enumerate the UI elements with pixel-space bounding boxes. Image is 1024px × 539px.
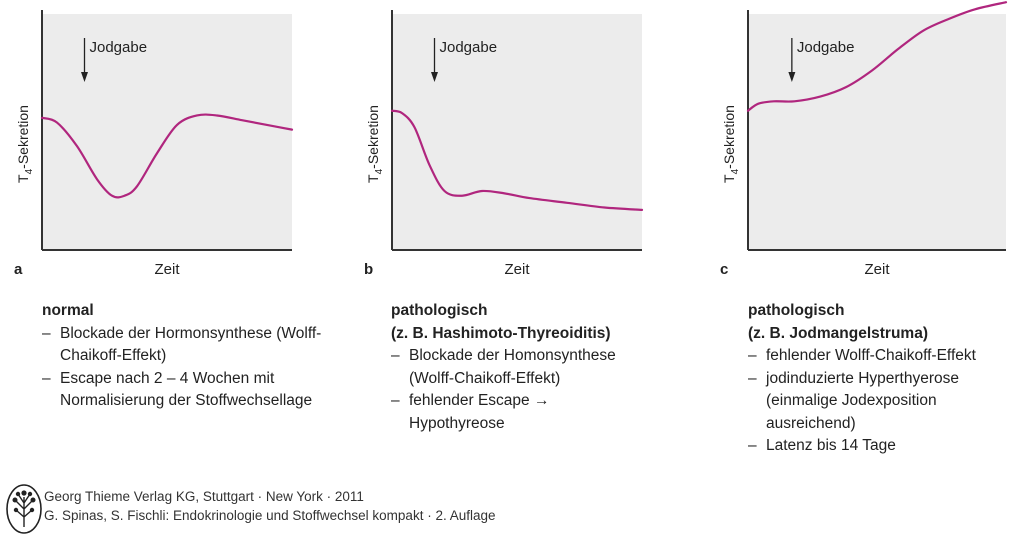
description-b-title-line1: pathologisch [391, 302, 488, 319]
series-line [390, 109, 644, 211]
series-line [40, 113, 294, 199]
description-a-title: normal [42, 302, 94, 319]
list-item: fehlender Wolff-Chaikoff-Effekt [748, 345, 988, 368]
plot-area [748, 14, 1006, 250]
description-c-list: fehlender Wolff-Chaikoff-Effekt jodinduz… [748, 345, 988, 458]
y-axis-label: T4-Sekretion [15, 105, 35, 183]
description-b-list: Blockade der Homonsynthese (Wolff-Chaiko… [391, 345, 641, 435]
arrow-down-icon [431, 72, 438, 82]
list-item: Escape nach 2 – 4 Wochen mit Normalisier… [42, 368, 342, 413]
series-line [746, 1, 1008, 112]
list-item: Latenz bis 14 Tage [748, 435, 988, 458]
chart-panel-a: Jodgabe T4-Sekretion Zeit a [0, 0, 340, 300]
x-axis-label: Zeit [864, 261, 890, 278]
arrow-down-icon [788, 72, 796, 82]
y-axis-label-rest: -Sekretion [15, 105, 31, 169]
thieme-tree-logo-icon [6, 484, 42, 534]
annotation-label: Jodgabe [90, 39, 148, 56]
list-item: fehlender Escape → Hypothyreose [391, 390, 641, 435]
annotation-label: Jodgabe [797, 39, 855, 56]
chart-panel-b: Jodgabe T4-Sekretion Zeit b [350, 0, 690, 300]
description-b-title-line2: (z. B. Hashimoto-Thyreoiditis) [391, 324, 611, 342]
list-item: jodinduzierte Hyperthyerose (einmalige J… [748, 368, 988, 436]
description-a-list: Blockade der Hormonsynthese (Wolff-Chaik… [42, 323, 342, 413]
y-axis-label-main: T [365, 174, 381, 183]
y-axis-label-sub: 4 [374, 168, 385, 174]
y-axis-label: T4-Sekretion [721, 105, 741, 183]
description-b: pathologisch (z. B. Hashimoto-Thyreoidit… [391, 300, 691, 435]
panel-label: a [14, 261, 23, 278]
y-axis-label-sub: 4 [730, 168, 741, 174]
description-a: normal Blockade der Hormonsynthese (Wolf… [42, 300, 342, 413]
chart-panel-c: Jodgabe T4-Sekretion Zeit c [706, 0, 1024, 300]
y-axis-label-rest: -Sekretion [721, 105, 737, 169]
y-axis-label-rest: -Sekretion [365, 105, 381, 169]
footer-line2: G. Spinas, S. Fischli: Endokrinologie un… [44, 508, 496, 523]
list-item: Blockade der Hormonsynthese (Wolff-Chaik… [42, 323, 342, 368]
chart-b-svg: Jodgabe T4-Sekretion Zeit b [364, 10, 644, 278]
description-c-title-line1: pathologisch [748, 302, 845, 319]
description-c: pathologisch (z. B. Jodmangelstruma) feh… [748, 300, 1018, 458]
description-c-title-line2: (z. B. Jodmangelstruma) [748, 324, 928, 342]
plot-area [42, 14, 292, 250]
chart-a-svg: Jodgabe T4-Sekretion Zeit a [14, 10, 294, 278]
y-axis-label-sub: 4 [24, 168, 35, 174]
y-axis-label: T4-Sekretion [365, 105, 385, 183]
annotation-label: Jodgabe [440, 39, 498, 56]
footer-line1: Georg Thieme Verlag KG, Stuttgart · New … [44, 489, 364, 504]
y-axis-label-main: T [721, 174, 737, 183]
y-axis-label-main: T [15, 174, 31, 183]
x-axis-label: Zeit [154, 261, 180, 278]
x-axis-label: Zeit [504, 261, 530, 278]
chart-c-svg: Jodgabe T4-Sekretion Zeit c [720, 1, 1008, 278]
publisher-footer: Georg Thieme Verlag KG, Stuttgart · New … [0, 479, 600, 539]
panel-label: c [720, 261, 728, 278]
plot-area [392, 14, 642, 250]
list-item: Blockade der Homonsynthese (Wolff-Chaiko… [391, 345, 641, 390]
footer-text: Georg Thieme Verlag KG, Stuttgart · New … [44, 487, 496, 525]
arrow-down-icon [81, 72, 88, 82]
panel-label: b [364, 261, 373, 278]
